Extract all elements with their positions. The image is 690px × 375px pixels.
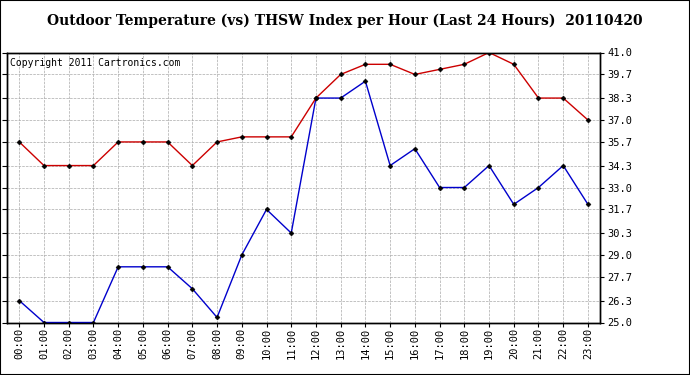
Text: Outdoor Temperature (vs) THSW Index per Hour (Last 24 Hours)  20110420: Outdoor Temperature (vs) THSW Index per … [47,13,643,27]
Text: Copyright 2011 Cartronics.com: Copyright 2011 Cartronics.com [10,58,180,68]
